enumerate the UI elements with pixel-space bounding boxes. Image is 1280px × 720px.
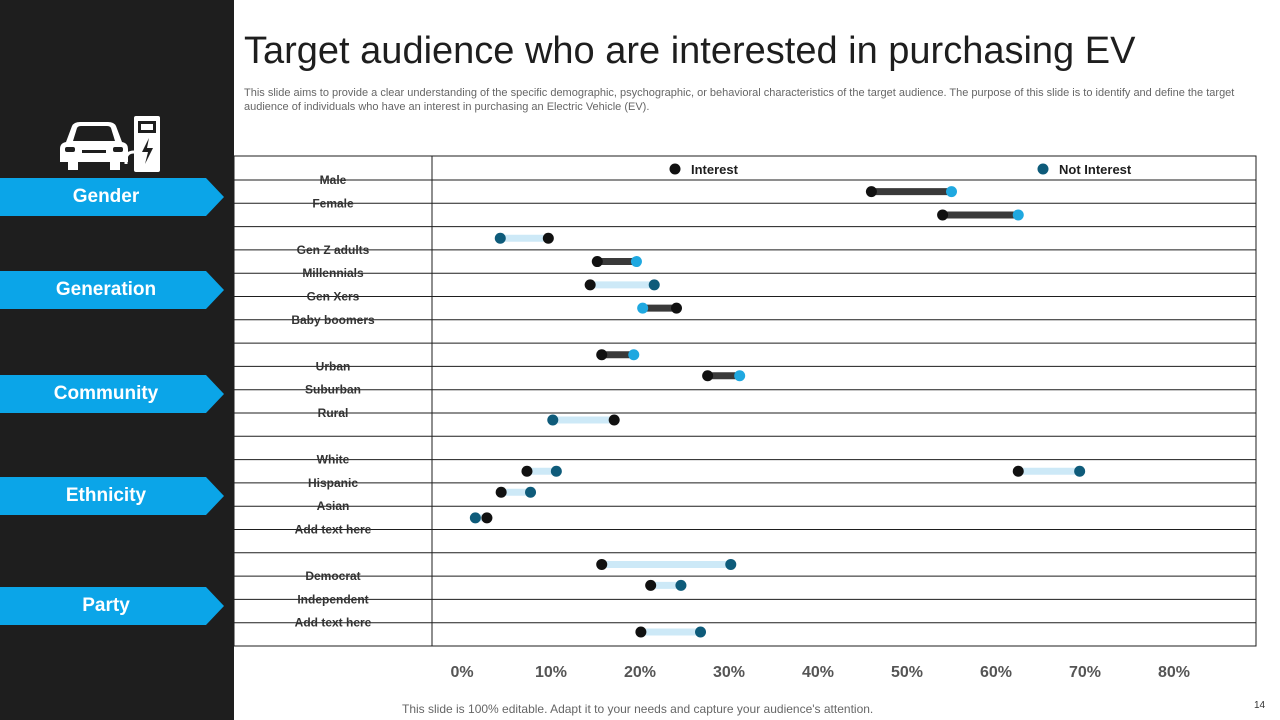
x-axis-ticks: 0% 10% 20% 30% 40% 50% 60% 70% 80% (450, 664, 1190, 681)
interest-point (645, 579, 657, 591)
not-interest-point (1012, 209, 1024, 221)
chart-marks (469, 186, 1086, 638)
not-interest-point (1074, 465, 1086, 477)
interest-point (608, 414, 620, 426)
chart-grid (233, 155, 1257, 647)
x-tick-label: 0% (450, 664, 473, 681)
row-label: Millennials (302, 266, 364, 280)
row-label: Democrat (305, 569, 360, 583)
row-label: White (317, 453, 350, 467)
row-label: Independent (297, 592, 368, 606)
chart-legend: Interest Not Interest (669, 162, 1132, 177)
car-charging-station-icon (60, 116, 160, 172)
not-interest-point (469, 512, 481, 524)
not-interest-point (725, 558, 737, 570)
not-interest-point (946, 186, 957, 198)
interest-point (670, 302, 682, 314)
category-label: Generation (55, 279, 157, 300)
row-label: Add text here (295, 523, 372, 537)
page-number: 14 (1254, 700, 1266, 711)
row-label: Gen Z adults (297, 243, 370, 257)
page-subtitle: This slide aims to provide a clear under… (244, 87, 1235, 113)
x-tick-label: 30% (713, 664, 745, 681)
not-interest-point (630, 256, 642, 268)
row-label: Urban (316, 359, 351, 373)
legend-interest-marker (669, 163, 681, 175)
category-label: Gender (72, 186, 140, 207)
dumbbell-chart: Male Female Gen Z adults Millennials Gen Xer… (233, 155, 1257, 681)
table-border (233, 155, 1257, 647)
not-interest-point (637, 302, 649, 314)
category-label: Party (82, 595, 130, 616)
not-interest-point (648, 279, 660, 291)
interest-point (521, 465, 533, 477)
x-tick-label: 50% (891, 664, 923, 681)
row-label: Hispanic (308, 476, 358, 490)
x-tick-label: 80% (1158, 664, 1190, 681)
page-title: Target audience who are interested in pu… (244, 30, 1136, 72)
interest-point (596, 558, 608, 570)
not-interest-point (628, 349, 640, 361)
interest-point (635, 626, 647, 638)
category-tag-community: Community (0, 375, 224, 413)
category-tag-generation: Generation (0, 271, 224, 309)
not-interest-point (547, 414, 559, 426)
legend-interest-label: Interest (691, 162, 739, 177)
not-interest-point (494, 232, 506, 244)
interest-point (495, 486, 507, 498)
not-interest-point (675, 579, 687, 591)
legend-not-interest-label: Not Interest (1059, 162, 1132, 177)
x-tick-label: 60% (980, 664, 1012, 681)
row-label: Add text here (295, 616, 372, 630)
x-tick-label: 40% (802, 664, 834, 681)
interest-point (584, 279, 596, 291)
row-label: Asian (317, 499, 350, 513)
category-label: Community (53, 383, 159, 404)
interest-point (596, 349, 608, 361)
row-label: Gen Xers (307, 290, 360, 304)
footer-note: This slide is 100% editable. Adapt it to… (402, 702, 874, 716)
not-interest-point (550, 465, 562, 477)
interest-point (481, 512, 493, 524)
interest-point (542, 232, 554, 244)
category-tag-party: Party (0, 587, 224, 625)
category-label: Ethnicity (65, 485, 147, 506)
interest-point (937, 209, 949, 221)
category-tag-gender: Gender (0, 178, 224, 216)
x-tick-label: 10% (535, 664, 567, 681)
row-label: Baby boomers (291, 313, 375, 327)
row-label: Female (312, 196, 354, 210)
row-labels: Male Female Gen Z adults Millennials Gen Xer… (291, 173, 375, 630)
interest-point (702, 370, 714, 382)
not-interest-point (734, 370, 746, 382)
row-label: Male (320, 173, 347, 187)
interest-point (591, 256, 603, 268)
sidebar: Gender Generation Community Ethnicity Pa… (0, 0, 234, 720)
category-tag-ethnicity: Ethnicity (0, 477, 224, 515)
not-interest-point (695, 626, 707, 638)
interest-point (1012, 465, 1024, 477)
x-tick-label: 20% (624, 664, 656, 681)
legend-not-interest-marker (1037, 163, 1049, 175)
x-tick-label: 70% (1069, 664, 1101, 681)
interest-point (865, 186, 877, 198)
row-label: Suburban (305, 383, 361, 397)
not-interest-point (525, 486, 537, 498)
row-label: Rural (318, 406, 349, 420)
